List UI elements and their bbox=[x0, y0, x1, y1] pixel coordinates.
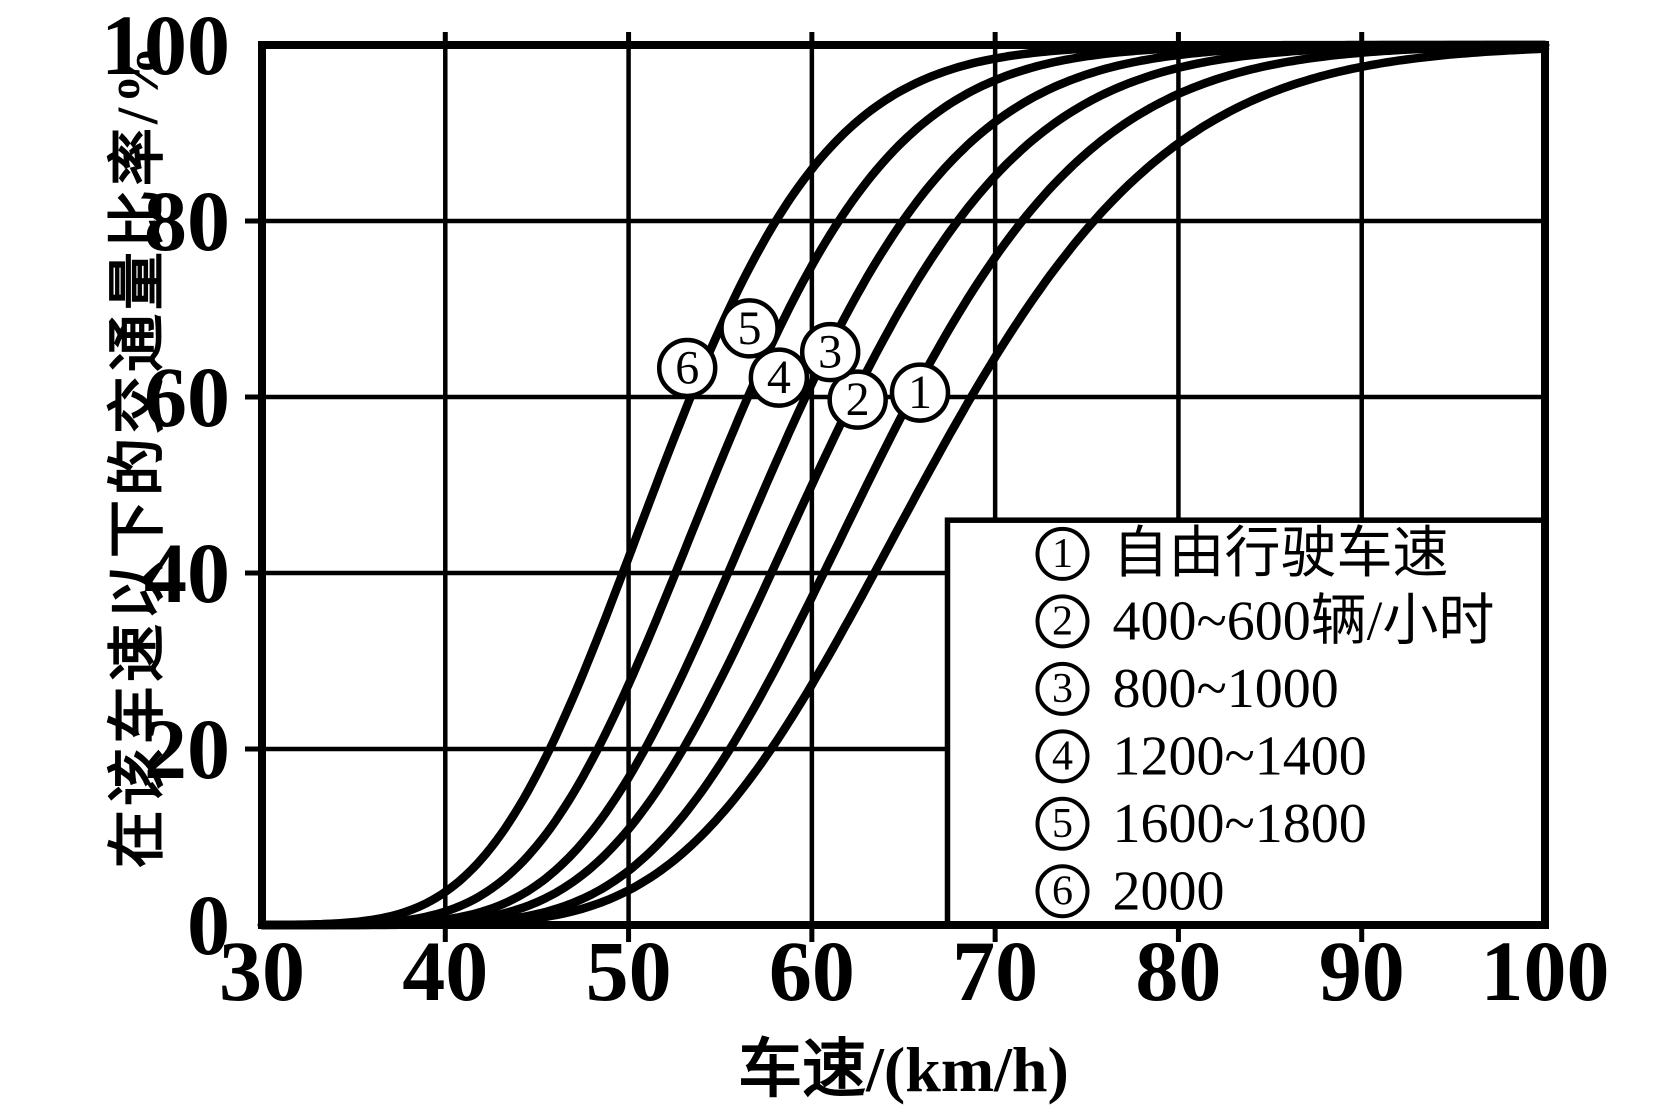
y-tick-label-60: 60 bbox=[144, 349, 230, 445]
legend-label-6: 2000 bbox=[1112, 860, 1224, 922]
curve-marker-1: 1 bbox=[889, 362, 951, 423]
curve-marker-number-5: 5 bbox=[738, 302, 762, 355]
x-tick-label-60: 60 bbox=[769, 923, 855, 1019]
curve-marker-4: 4 bbox=[748, 347, 810, 408]
x-tick-labels: 30 40 50 60 70 80 90 100 bbox=[219, 923, 1610, 1019]
legend-number-5: 5 bbox=[1052, 801, 1073, 847]
legend-number-circle-3 bbox=[1035, 661, 1090, 716]
x-tick-label-70: 70 bbox=[952, 923, 1038, 1019]
legend-label-5: 1600~1800 bbox=[1112, 793, 1366, 855]
legend-number-2: 2 bbox=[1052, 598, 1073, 644]
legend-label-2: 400~600辆/小时 bbox=[1112, 590, 1494, 652]
legend-label-1: 自由行驶车速 bbox=[1112, 523, 1448, 585]
x-tick-label-30: 30 bbox=[219, 923, 305, 1019]
legend-number-3: 3 bbox=[1052, 666, 1073, 712]
legend-number-circle-1 bbox=[1035, 526, 1090, 581]
curve-marker-circle-1 bbox=[889, 362, 951, 423]
curve-marker-number-4: 4 bbox=[767, 351, 791, 404]
legend-number-circle-6 bbox=[1035, 864, 1090, 919]
legend-number-circle-4 bbox=[1035, 729, 1090, 784]
curve-marker-6: 6 bbox=[656, 337, 718, 399]
x-tick-label-50: 50 bbox=[586, 923, 672, 1019]
curve-marker-number-2: 2 bbox=[846, 373, 870, 426]
legend-number-circle-2 bbox=[1035, 594, 1090, 649]
curve-marker-number-3: 3 bbox=[818, 326, 842, 379]
legend-label-4: 1200~1400 bbox=[1112, 725, 1366, 787]
curve-marker-circle-3 bbox=[799, 321, 861, 383]
legend-number-4: 4 bbox=[1052, 733, 1073, 779]
y-tick-label-20: 20 bbox=[144, 701, 230, 797]
curve-marker-number-6: 6 bbox=[675, 341, 699, 394]
y-tick-label-100: 100 bbox=[101, 0, 230, 93]
x-tick-label-40: 40 bbox=[402, 923, 488, 1019]
legend-item-5: 5 1600~1800 bbox=[1035, 793, 1367, 855]
y-tick-label-80: 80 bbox=[144, 173, 230, 269]
legend-number-1: 1 bbox=[1052, 531, 1073, 577]
y-tick-label-40: 40 bbox=[144, 525, 230, 621]
curve-marker-circle-6 bbox=[656, 337, 718, 399]
legend-number-circle-5 bbox=[1035, 796, 1090, 851]
curve-marker-circle-4 bbox=[748, 347, 810, 408]
legend-item-1: 1 自由行驶车速 bbox=[1035, 523, 1448, 585]
curve-marker-3: 3 bbox=[799, 321, 861, 383]
y-tick-label-0: 0 bbox=[187, 877, 230, 973]
legend-item-3: 3 800~1000 bbox=[1035, 658, 1339, 720]
legend-item-4: 4 1200~1400 bbox=[1035, 725, 1367, 787]
curve-marker-5: 5 bbox=[719, 298, 780, 359]
curve-marker-2: 2 bbox=[827, 369, 888, 430]
curve-marker-circle-5 bbox=[719, 298, 780, 359]
legend-box bbox=[944, 517, 1548, 928]
y-tick-labels: 0 20 40 60 80 100 bbox=[101, 0, 230, 973]
legend-item-2: 2 400~600辆/小时 bbox=[1035, 590, 1494, 652]
x-tick-label-90: 90 bbox=[1319, 923, 1405, 1019]
legend-number-6: 6 bbox=[1052, 868, 1073, 914]
legend-label-3: 800~1000 bbox=[1112, 658, 1338, 720]
plot-border bbox=[258, 41, 1549, 929]
x-axis-title: 车速/(km/h) bbox=[738, 1034, 1069, 1105]
x-tick-label-80: 80 bbox=[1135, 923, 1221, 1019]
curve-marker-number-1: 1 bbox=[908, 366, 932, 419]
legend-item-6: 6 2000 bbox=[1035, 860, 1224, 922]
curve-marker-circle-2 bbox=[827, 369, 888, 430]
x-tick-label-100: 100 bbox=[1481, 923, 1610, 1019]
